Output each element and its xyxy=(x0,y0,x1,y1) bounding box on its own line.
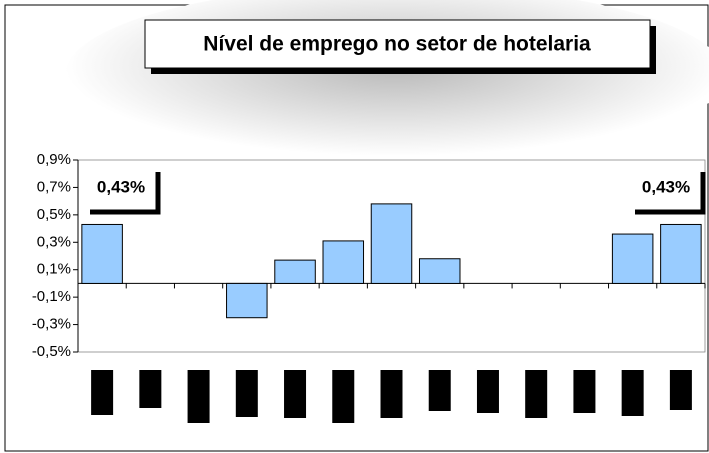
y-tick-label: 0,9% xyxy=(37,151,71,168)
redacted-label xyxy=(235,370,258,417)
redacted-label xyxy=(573,370,596,413)
title-box xyxy=(144,19,651,69)
redacted-label xyxy=(284,370,307,418)
y-tick-label: 0,1% xyxy=(37,261,71,278)
redacted-label xyxy=(139,370,162,408)
bar xyxy=(418,258,461,284)
value-label: 0,43% xyxy=(642,177,690,196)
chart-title: Nível de emprego no setor de hotelaria xyxy=(203,33,591,56)
redacted-label xyxy=(187,370,210,423)
bar xyxy=(226,282,268,319)
redacted-label xyxy=(621,370,644,416)
y-tick-label: -0,1% xyxy=(32,288,71,305)
bar xyxy=(611,233,654,284)
y-tick-label: 0,7% xyxy=(37,178,71,195)
bar xyxy=(322,240,365,284)
redacted-label xyxy=(428,370,451,411)
label-shadow xyxy=(635,172,706,215)
redacted-label xyxy=(476,370,499,413)
redacted-label xyxy=(669,370,692,410)
y-tick-label: 0,5% xyxy=(37,206,71,223)
bar xyxy=(274,259,316,284)
value-label: 0,43% xyxy=(97,177,145,196)
bar xyxy=(81,223,123,284)
redacted-label xyxy=(91,370,114,415)
bar xyxy=(370,203,413,284)
y-tick-label: -0,3% xyxy=(32,316,71,333)
label-shadow xyxy=(90,172,161,215)
redacted-label xyxy=(380,370,403,418)
y-tick-label: -0,5% xyxy=(32,343,71,360)
redacted-label xyxy=(525,370,548,418)
bar xyxy=(660,223,702,284)
redacted-label xyxy=(332,370,355,423)
y-tick-label: 0,3% xyxy=(37,233,71,250)
